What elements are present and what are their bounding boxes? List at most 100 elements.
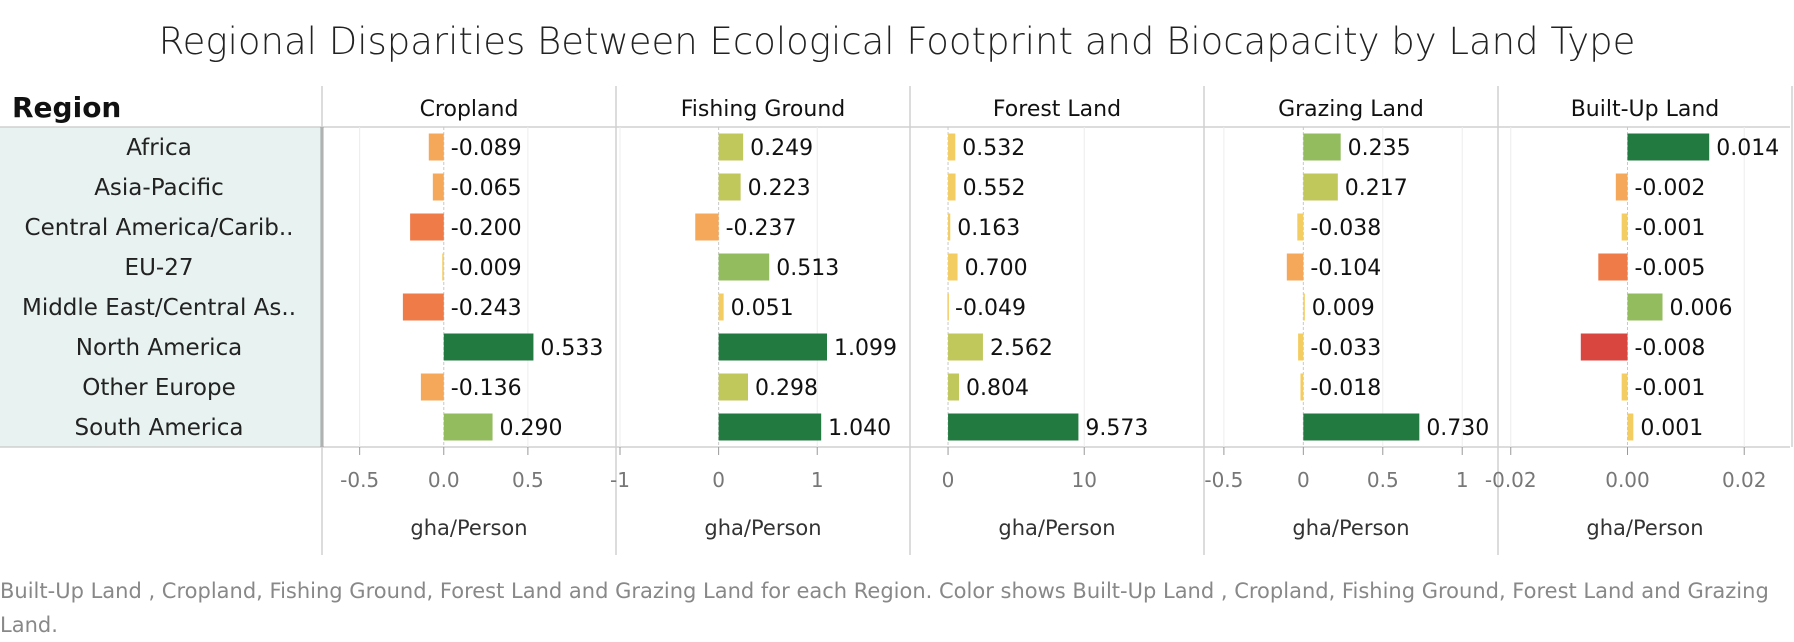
- value-label-grazing-land-eu-27: -0.104: [1310, 256, 1381, 281]
- value-label-fishing-ground-other-europe: 0.298: [755, 376, 818, 401]
- region-column-header: Region: [12, 91, 121, 124]
- tick-label-grazing-land-2: 0.5: [1367, 468, 1399, 492]
- value-label-grazing-land-central-america-carib: -0.038: [1310, 216, 1381, 241]
- tick-label-fishing-ground-1: 0: [712, 468, 725, 492]
- value-label-built-up-land-other-europe: -0.001: [1634, 376, 1705, 401]
- column-header-forest-land: Forest Land: [993, 97, 1121, 122]
- bar-grazing-land-south-america: [1303, 413, 1420, 441]
- tick-label-built-up-land-1: 0.00: [1605, 468, 1650, 492]
- tick-label-grazing-land-0: -0.5: [1204, 468, 1243, 492]
- bar-built-up-land-asia-pacific: [1615, 173, 1628, 201]
- bar-cropland-middle-east-central-as: [402, 293, 444, 321]
- value-label-cropland-north-america: 0.533: [540, 336, 603, 361]
- row-label-south-america: South America: [74, 415, 243, 441]
- bar-fishing-ground-central-america-carib: [695, 213, 719, 241]
- panel-built-up-land: Built-Up Land -0.02 0.00 0.02 gha/Person 0.01…: [1485, 86, 1793, 555]
- tick-label-built-up-land-2: 0.02: [1722, 468, 1767, 492]
- value-label-grazing-land-south-america: 0.730: [1426, 416, 1489, 441]
- bar-grazing-land-eu-27: [1286, 253, 1304, 281]
- value-label-fishing-ground-south-america: 1.040: [828, 416, 891, 441]
- bar-forest-land-africa: [948, 133, 956, 161]
- bar-grazing-land-north-america: [1298, 333, 1304, 361]
- bar-forest-land-south-america: [948, 413, 1079, 441]
- bar-forest-land-other-europe: [948, 373, 959, 401]
- value-label-forest-land-middle-east-central-as: -0.049: [955, 296, 1026, 321]
- axis-title-grazing-land: gha/Person: [1292, 516, 1409, 540]
- bar-forest-land-central-america-carib: [948, 213, 951, 241]
- value-label-grazing-land-middle-east-central-as: 0.009: [1312, 296, 1375, 321]
- bar-fishing-ground-africa: [718, 133, 744, 161]
- value-label-cropland-eu-27: -0.009: [451, 256, 522, 281]
- row-label-eu-27: EU-27: [125, 255, 194, 281]
- value-label-forest-land-south-america: 9.573: [1085, 416, 1148, 441]
- bar-grazing-land-central-america-carib: [1297, 213, 1304, 241]
- chart-caption: Built-Up Land , Cropland, Fishing Ground…: [0, 579, 1769, 637]
- column-header-grazing-land: Grazing Land: [1278, 97, 1424, 122]
- column-header-cropland: Cropland: [420, 97, 519, 122]
- row-label-asia-pacific: Asia-Pacific: [94, 175, 224, 201]
- value-label-cropland-africa: -0.089: [451, 136, 522, 161]
- row-label-north-america: North America: [76, 335, 243, 361]
- bar-grazing-land-asia-pacific: [1303, 173, 1338, 201]
- row-label-middle-east-central-as: Middle East/Central As..: [22, 295, 296, 321]
- bar-fishing-ground-north-america: [718, 333, 828, 361]
- row-label-central-america-carib: Central America/Carib..: [25, 215, 294, 241]
- bar-cropland-eu-27: [442, 253, 444, 281]
- value-label-built-up-land-asia-pacific: -0.002: [1634, 176, 1705, 201]
- value-label-fishing-ground-eu-27: 0.513: [776, 256, 839, 281]
- tick-label-built-up-land-0: -0.02: [1485, 468, 1537, 492]
- value-label-built-up-land-central-america-carib: -0.001: [1634, 216, 1705, 241]
- value-label-built-up-land-south-america: 0.001: [1640, 416, 1703, 441]
- bar-grazing-land-other-europe: [1300, 373, 1304, 401]
- row-label-other-europe: Other Europe: [82, 375, 236, 401]
- tick-label-cropland-0: -0.5: [340, 468, 379, 492]
- panel-cropland: Cropland -0.5 0.0 0.5 gha/Person -0.089 -0.065…: [321, 86, 603, 555]
- tick-label-cropland-2: 0.5: [512, 468, 544, 492]
- value-label-fishing-ground-africa: 0.249: [750, 136, 813, 161]
- value-label-fishing-ground-asia-pacific: 0.223: [748, 176, 811, 201]
- value-label-forest-land-central-america-carib: 0.163: [957, 216, 1020, 241]
- bar-forest-land-north-america: [948, 333, 983, 361]
- value-label-forest-land-eu-27: 0.700: [965, 256, 1028, 281]
- bar-forest-land-middle-east-central-as: [947, 293, 949, 321]
- value-label-grazing-land-north-america: -0.033: [1310, 336, 1381, 361]
- value-label-cropland-other-europe: -0.136: [451, 376, 522, 401]
- value-label-fishing-ground-middle-east-central-as: 0.051: [731, 296, 794, 321]
- bar-cropland-south-america: [443, 413, 493, 441]
- bar-fishing-ground-middle-east-central-as: [718, 293, 724, 321]
- tick-label-cropland-1: 0.0: [428, 468, 460, 492]
- bar-fishing-ground-asia-pacific: [718, 173, 741, 201]
- bar-built-up-land-other-europe: [1621, 373, 1628, 401]
- tick-label-grazing-land-1: 0: [1297, 468, 1310, 492]
- bar-grazing-land-middle-east-central-as: [1303, 293, 1305, 321]
- row-header-background: [0, 127, 322, 447]
- bar-built-up-land-eu-27: [1598, 253, 1628, 281]
- tick-label-fishing-ground-2: 1: [811, 468, 824, 492]
- bar-built-up-land-north-america: [1580, 333, 1628, 361]
- value-label-forest-land-africa: 0.532: [962, 136, 1025, 161]
- axis-title-forest-land: gha/Person: [998, 516, 1115, 540]
- bar-cropland-north-america: [443, 333, 534, 361]
- axis-title-fishing-ground: gha/Person: [704, 516, 821, 540]
- value-label-cropland-south-america: 0.290: [500, 416, 563, 441]
- value-label-forest-land-asia-pacific: 0.552: [963, 176, 1026, 201]
- bar-built-up-land-africa: [1627, 133, 1710, 161]
- value-label-cropland-asia-pacific: -0.065: [451, 176, 522, 201]
- value-label-cropland-central-america-carib: -0.200: [451, 216, 522, 241]
- panel-forest-land: Forest Land 0 10 gha/Person 0.532 0.552 0.163 0…: [909, 86, 1148, 555]
- bar-cropland-asia-pacific: [432, 173, 444, 201]
- value-label-grazing-land-other-europe: -0.018: [1310, 376, 1381, 401]
- column-header-built-up-land: Built-Up Land: [1571, 97, 1720, 122]
- bar-built-up-land-middle-east-central-as: [1627, 293, 1663, 321]
- column-header-fishing-ground: Fishing Ground: [681, 97, 846, 122]
- tick-label-fishing-ground-0: -1: [610, 468, 630, 492]
- bar-grazing-land-africa: [1303, 133, 1341, 161]
- value-label-fishing-ground-central-america-carib: -0.237: [726, 216, 797, 241]
- tick-label-forest-land-1: 10: [1072, 468, 1097, 492]
- chart-title: Regional Disparities Between Ecological …: [159, 20, 1636, 63]
- axis-title-cropland: gha/Person: [410, 516, 527, 540]
- value-label-built-up-land-middle-east-central-as: 0.006: [1670, 296, 1733, 321]
- row-label-africa: Africa: [126, 135, 192, 161]
- tick-label-forest-land-0: 0: [942, 468, 955, 492]
